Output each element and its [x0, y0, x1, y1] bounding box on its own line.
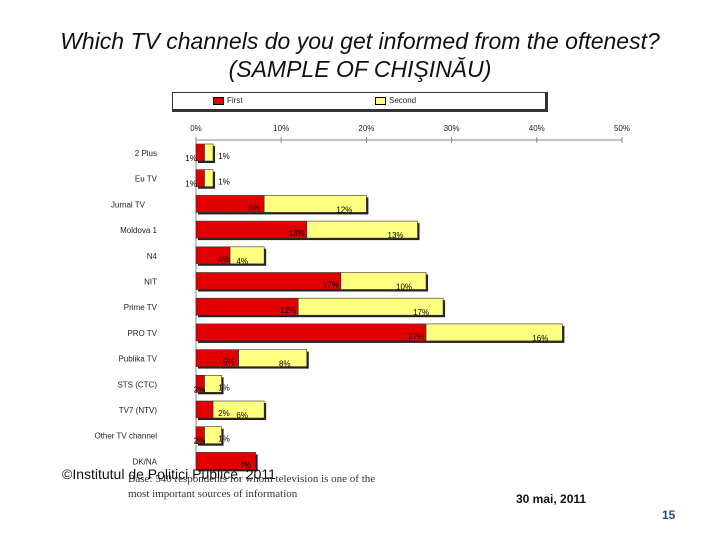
- copyright: ©Institutul de Politici Publice, 2011: [62, 466, 276, 482]
- bar-segment: [195, 323, 427, 342]
- data-label-first: 4%: [218, 255, 230, 264]
- data-label-second: 8%: [279, 360, 291, 369]
- bar-segment: [229, 246, 265, 265]
- chart-subtitle: (SAMPLE OF CHIŞINĂU): [228, 56, 492, 82]
- x-tick-label: 30%: [444, 124, 460, 133]
- category-label: Publika TV: [118, 355, 157, 364]
- data-label-second: 10%: [396, 283, 412, 292]
- chart-title: Which TV channels do you get informed fr…: [60, 28, 660, 54]
- data-label-second: 13%: [388, 231, 404, 240]
- data-label-second: 4%: [236, 257, 248, 266]
- data-label-first: 1%: [218, 178, 230, 187]
- bar-segment: [212, 400, 265, 419]
- category-label: PRO TV: [127, 329, 157, 338]
- bar-segment: [306, 220, 418, 239]
- bar-segment: [204, 169, 214, 187]
- legend-swatch-first: [213, 96, 224, 105]
- data-label-second: 6%: [236, 411, 248, 420]
- category-label: N4: [147, 252, 158, 261]
- data-label-first: 7%: [240, 460, 252, 469]
- bar-segment: [195, 452, 256, 470]
- category-label: DK/NA: [133, 457, 158, 466]
- category-label: Jurnal TV: [111, 200, 146, 209]
- page-number: 15: [662, 508, 676, 522]
- category-label: Prime TV: [124, 303, 158, 312]
- bar-segment: [340, 272, 427, 290]
- category-label: Other TV channel: [94, 432, 157, 441]
- bar-segment: [204, 426, 222, 445]
- category-label: Eu TV: [135, 175, 158, 184]
- data-label-second: 16%: [532, 334, 548, 343]
- data-label-first: 27%: [408, 332, 424, 341]
- data-label-first: 17%: [323, 281, 339, 290]
- data-label-first: 5%: [223, 358, 235, 367]
- date-label: 30 mai, 2011: [516, 492, 587, 506]
- legend-item-second: Second: [375, 96, 416, 105]
- bar-segment: [204, 374, 222, 393]
- data-label-second: 1%: [185, 180, 197, 189]
- category-label: 2 Plus: [135, 149, 157, 158]
- data-label-first: 1%: [218, 435, 230, 444]
- data-label-first: 1%: [218, 383, 230, 392]
- legend-item-first: First: [213, 96, 243, 105]
- data-label-first: 1%: [218, 152, 230, 161]
- bar-segment: [204, 143, 214, 162]
- base-note: Base: 540 respondents for whom televisio…: [128, 473, 376, 500]
- x-tick-label: 0%: [190, 124, 202, 133]
- legend: First Second: [172, 92, 548, 112]
- data-label-first: 12%: [280, 306, 296, 315]
- bar-segment: [263, 195, 367, 213]
- category-label: Moldova 1: [120, 226, 157, 235]
- legend-label-second: Second: [389, 96, 417, 105]
- x-tick-label: 50%: [614, 124, 630, 133]
- bar-segment: [195, 400, 214, 419]
- data-label-second: 17%: [413, 308, 429, 317]
- data-label-second: 2%: [194, 385, 206, 394]
- legend-label-first: First: [227, 96, 243, 105]
- data-label-second: 2%: [194, 437, 206, 446]
- data-label-second: 12%: [336, 205, 352, 214]
- bar-segment: [425, 323, 563, 342]
- bar-segment: [238, 349, 308, 367]
- category-label: STS (CTC): [117, 380, 157, 389]
- bar-segment: [195, 272, 342, 290]
- x-tick-label: 10%: [273, 124, 289, 133]
- bar-segment: [195, 143, 205, 162]
- bar-segment: [195, 169, 205, 187]
- data-label-first: 2%: [218, 409, 230, 418]
- data-label-first: 13%: [289, 229, 305, 238]
- data-label-first: 8%: [248, 203, 260, 212]
- x-tick-label: 20%: [358, 124, 374, 133]
- category-label: TV7 (NTV): [119, 406, 158, 415]
- legend-swatch-second: [375, 96, 386, 105]
- category-label: NIT: [144, 278, 157, 287]
- data-label-second: 1%: [185, 154, 197, 163]
- x-tick-label: 40%: [529, 124, 545, 133]
- bar-segment: [297, 297, 444, 316]
